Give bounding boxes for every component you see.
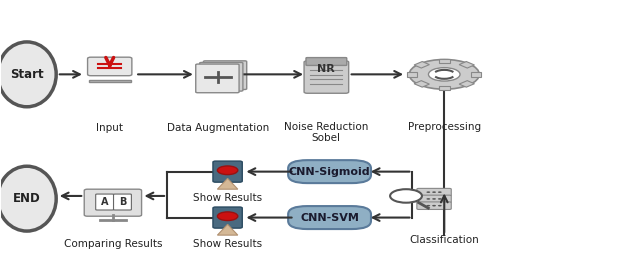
Text: NR: NR [317,64,335,74]
FancyBboxPatch shape [213,161,243,182]
Bar [88,80,131,82]
Circle shape [432,205,436,206]
Bar [459,81,474,87]
Text: Classification: Classification [410,235,479,245]
Ellipse shape [0,166,56,231]
Text: Preprocessing: Preprocessing [408,122,481,132]
FancyBboxPatch shape [200,63,243,91]
Bar [438,86,450,90]
Text: Show Results: Show Results [193,193,262,203]
FancyBboxPatch shape [213,207,243,228]
Bar [414,81,429,87]
Bar [414,61,429,68]
Polygon shape [218,224,238,235]
FancyBboxPatch shape [417,188,451,196]
Polygon shape [218,178,238,189]
Text: Show Results: Show Results [193,239,262,249]
Ellipse shape [0,42,56,107]
Circle shape [390,189,422,203]
FancyBboxPatch shape [88,57,132,76]
FancyBboxPatch shape [84,189,141,216]
Text: A: A [101,197,108,207]
Text: CNN-SVM: CNN-SVM [300,213,359,222]
FancyBboxPatch shape [306,58,347,66]
Circle shape [438,191,442,193]
FancyBboxPatch shape [288,206,371,229]
Circle shape [218,212,238,221]
FancyBboxPatch shape [204,61,246,90]
Bar [407,72,417,77]
Text: Data Augmentation: Data Augmentation [167,123,269,133]
Circle shape [438,198,442,200]
Text: Noise Reduction
Sobel: Noise Reduction Sobel [284,122,369,143]
Circle shape [426,205,430,206]
FancyBboxPatch shape [304,61,349,93]
Circle shape [426,198,430,200]
Circle shape [438,205,442,206]
Bar [459,61,474,68]
Bar [471,72,481,77]
Circle shape [432,191,436,193]
FancyBboxPatch shape [417,195,451,203]
Text: Comparing Results: Comparing Results [63,239,162,249]
FancyBboxPatch shape [196,64,239,93]
Text: CNN-Sigmoid: CNN-Sigmoid [289,167,371,177]
FancyBboxPatch shape [288,160,371,183]
Bar [438,59,450,63]
Text: Input: Input [96,123,124,133]
Circle shape [429,68,460,81]
Circle shape [432,198,436,200]
Circle shape [426,191,430,193]
Circle shape [218,166,238,175]
FancyBboxPatch shape [417,202,451,209]
Text: B: B [119,197,126,207]
FancyBboxPatch shape [96,194,113,210]
Text: END: END [13,192,41,205]
Text: Start: Start [10,68,44,81]
Circle shape [409,60,479,89]
FancyBboxPatch shape [113,194,131,210]
